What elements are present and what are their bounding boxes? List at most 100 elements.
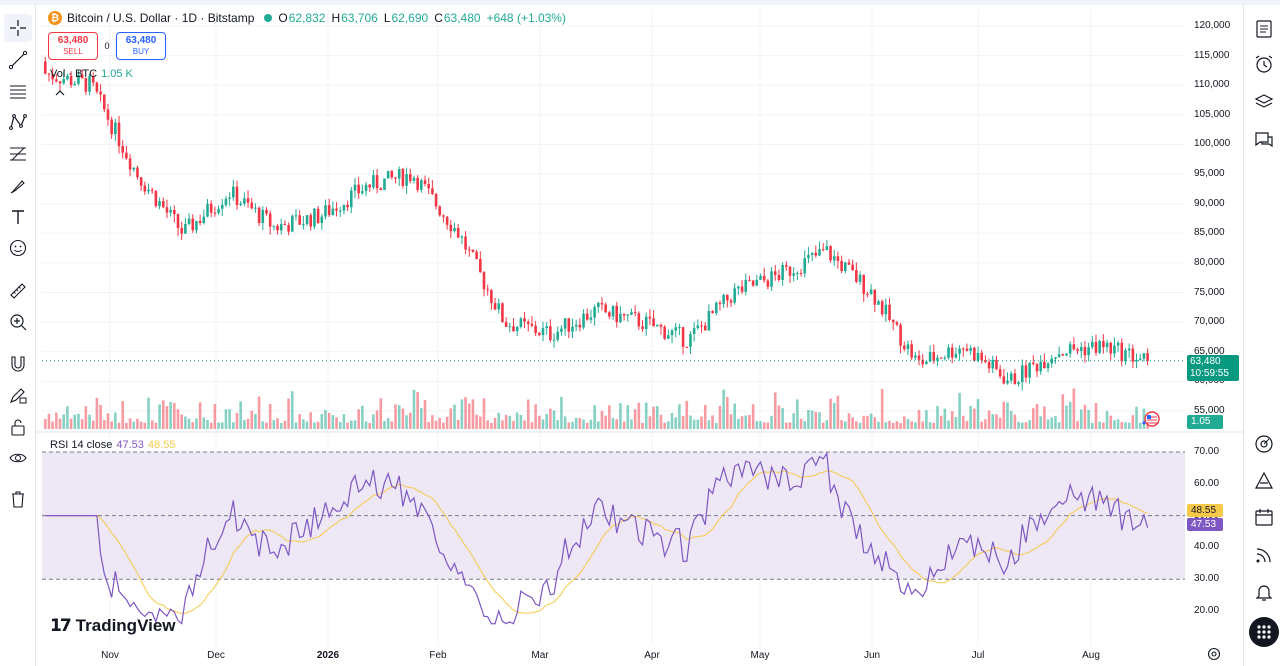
volume-bar (77, 413, 80, 429)
volume-bar (125, 422, 128, 429)
volume-bar (55, 412, 58, 429)
zoom-in-icon[interactable] (4, 308, 32, 336)
eye-icon[interactable] (4, 444, 32, 472)
crosshair-icon[interactable] (4, 14, 32, 42)
candle-body (408, 174, 412, 181)
bell-icon[interactable] (1251, 579, 1277, 605)
ruler-icon[interactable] (4, 277, 32, 305)
settings-gear-icon[interactable] (1206, 646, 1222, 662)
candle-body (184, 223, 187, 234)
rsi-ma-legend-value: 48.55 (147, 439, 176, 451)
right-sidebar-toolbar (1243, 5, 1280, 666)
candle-body (519, 318, 523, 327)
pattern-triangle-icon[interactable] (1251, 468, 1277, 494)
candle-body (136, 167, 139, 178)
volume-bar (530, 422, 534, 429)
bar-countdown: 10:59:55 (1190, 368, 1229, 379)
fib-retracement-icon[interactable] (4, 140, 32, 168)
layers-icon[interactable] (1251, 89, 1277, 115)
candle-body (785, 265, 788, 267)
volume-bar (958, 392, 961, 429)
volume-bar (405, 415, 408, 429)
candle-body (659, 324, 663, 327)
volume-bar (991, 414, 995, 429)
collapse-legend-icon[interactable] (52, 86, 68, 100)
candle-body (888, 304, 891, 320)
candle-body (66, 75, 69, 80)
candle-body (364, 184, 368, 192)
volume-bar (471, 399, 475, 429)
volume-bar (91, 420, 95, 429)
candle-body (313, 208, 316, 227)
candle-body (829, 246, 832, 261)
volume-bar (519, 414, 523, 429)
lock-icon[interactable] (4, 413, 32, 441)
volume-bar (961, 415, 965, 429)
candle-body (836, 256, 840, 261)
candle-body (637, 313, 641, 327)
trash-icon[interactable] (4, 485, 32, 513)
volume-bar (265, 422, 268, 429)
trend-line-icon[interactable] (4, 46, 32, 74)
target-icon[interactable] (1251, 431, 1277, 457)
candle-body (327, 205, 331, 215)
candle-body (652, 318, 655, 327)
candle-body (62, 79, 66, 84)
chat-icon[interactable] (1251, 127, 1277, 153)
volume-bar (803, 421, 807, 429)
apps-grid-icon[interactable] (1249, 617, 1279, 647)
candle-body (438, 206, 442, 216)
volume-bar (1131, 415, 1135, 429)
calendar-icon[interactable] (1251, 504, 1277, 530)
brush-icon[interactable] (4, 172, 32, 200)
volume-bar (475, 414, 478, 429)
candle-body (58, 81, 62, 84)
rsi-legend[interactable]: RSI 14 close 47.53 48.55 (50, 439, 175, 451)
chart-pane[interactable] (36, 5, 1243, 666)
tradingview-logo[interactable]: 𝟭𝟳 TradingView (50, 616, 176, 636)
us-flag-event-icon[interactable] (1140, 411, 1162, 427)
emoji-icon[interactable] (4, 234, 32, 262)
pencil-lock-icon[interactable] (4, 381, 32, 409)
text-icon[interactable] (4, 203, 32, 231)
ohlc-open-value: 62,832 (288, 11, 326, 25)
chart-canvas[interactable] (36, 5, 1243, 666)
sell-button[interactable]: 63,480 SELL (48, 32, 98, 60)
candle-body (250, 202, 254, 209)
watchlist-icon[interactable] (1251, 16, 1277, 42)
volume-legend[interactable]: Vol · BTC 1.05 K (50, 68, 133, 80)
volume-bar (880, 388, 884, 429)
candle-body (158, 201, 161, 207)
candle-body (176, 214, 180, 228)
volume-bar (759, 421, 762, 429)
candle-body (799, 272, 803, 274)
candle-body (55, 79, 58, 82)
volume-bar (910, 421, 913, 429)
candle-body (515, 326, 519, 332)
symbol-legend[interactable]: ₿ Bitcoin / U.S. Dollar · 1D · Bitstamp … (48, 11, 566, 25)
buy-button[interactable]: 63,480 BUY (116, 32, 166, 60)
volume-bar (268, 403, 272, 429)
candle-body (1076, 349, 1079, 351)
volume-bar (855, 421, 858, 429)
broadcast-icon[interactable] (1251, 542, 1277, 568)
candle-body (873, 289, 877, 305)
volume-bar (921, 421, 925, 429)
candle-body (161, 201, 165, 208)
volume-bar (257, 396, 261, 429)
alarm-clock-icon[interactable] (1251, 51, 1277, 77)
volume-bar (449, 408, 453, 429)
candle-body (740, 286, 744, 292)
candle-body (523, 318, 526, 322)
candle-body (1124, 350, 1127, 362)
magnet-icon[interactable] (4, 350, 32, 378)
volume-bar (1127, 422, 1131, 429)
candle-body (412, 177, 416, 181)
pattern-icon[interactable] (4, 108, 32, 136)
horizontal-lines-icon[interactable] (4, 77, 32, 105)
symbol-title[interactable]: Bitcoin / U.S. Dollar · 1D · Bitstamp (67, 11, 255, 25)
volume-bar (744, 415, 748, 429)
volume-bar (180, 414, 183, 429)
time-axis-label: Jul (971, 650, 985, 661)
volume-bar (891, 422, 895, 429)
